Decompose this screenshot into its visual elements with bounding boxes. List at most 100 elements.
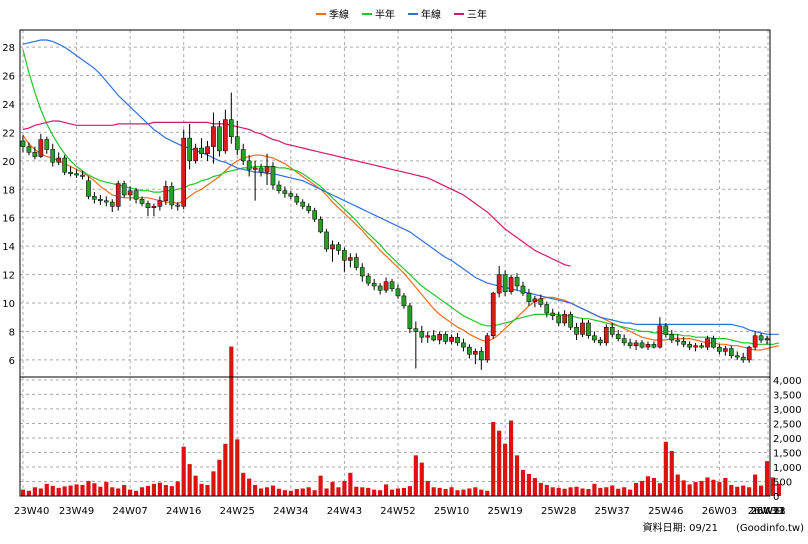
volume-bar — [747, 487, 752, 496]
volume-bar — [110, 487, 115, 496]
volume-bars — [20, 346, 782, 496]
candle-down — [187, 137, 192, 162]
price-tick-label: 24 — [2, 100, 15, 111]
candle-up — [723, 348, 728, 352]
candle-up — [181, 137, 187, 207]
volume-bar — [592, 483, 597, 496]
volume-bar — [598, 487, 603, 496]
candle-down — [615, 334, 621, 339]
week-tick-label: 24W43 — [327, 506, 362, 517]
ma-line-0 — [22, 134, 780, 351]
ma-line-1 — [22, 49, 780, 345]
candle-down — [306, 206, 312, 211]
candle-down — [246, 160, 252, 170]
candle-up — [163, 186, 169, 201]
volume-bar — [205, 484, 210, 496]
volume-bar — [264, 487, 270, 496]
volume-bar — [467, 488, 472, 496]
volume-bar — [419, 462, 424, 496]
volume-bar — [354, 486, 359, 496]
candle-down — [651, 344, 657, 348]
volume-bar — [336, 487, 341, 496]
ma-line-2 — [22, 39, 779, 335]
candle-down — [258, 167, 264, 173]
candle-down — [240, 149, 246, 162]
volume-bar — [38, 488, 43, 496]
volume-tick-label: 3,000 — [773, 405, 802, 416]
volume-bar — [169, 486, 174, 496]
candle-up — [496, 274, 502, 294]
candle-down — [365, 275, 371, 284]
volume-bar — [568, 487, 573, 496]
volume-bar — [520, 469, 526, 496]
volume-bar — [50, 485, 55, 496]
candle-down — [318, 218, 323, 233]
volume-bar — [610, 485, 615, 496]
volume-bar — [491, 421, 496, 496]
candle-down — [663, 325, 669, 335]
volume-bar — [431, 487, 436, 496]
candle-down — [419, 331, 425, 338]
candle-down — [711, 338, 716, 348]
candle-down — [461, 342, 466, 348]
volume-bar — [741, 485, 746, 496]
candle-down — [639, 342, 645, 348]
volume-bar — [503, 443, 508, 496]
volume-bar — [372, 489, 377, 496]
volume-bar — [318, 475, 323, 496]
volume-bar — [270, 485, 276, 496]
candle-down — [169, 186, 175, 206]
candle-up — [211, 126, 216, 147]
volume-bar — [324, 488, 329, 496]
volume-bar — [717, 482, 722, 496]
volume-bar — [633, 482, 639, 496]
volume-bar — [20, 489, 26, 496]
candle-down — [413, 328, 419, 332]
price-tick-label: 12 — [2, 271, 15, 282]
volume-bar — [342, 480, 347, 496]
volume-bar — [258, 488, 264, 496]
volume-panel-frame — [19, 376, 771, 497]
volume-bar — [306, 487, 311, 496]
volume-bar — [764, 461, 770, 496]
volume-bar — [401, 487, 407, 496]
volume-bar — [604, 487, 609, 496]
candle-down — [133, 190, 139, 200]
price-tick-label: 26 — [2, 72, 15, 83]
volume-grid — [20, 377, 770, 496]
volume-bar — [669, 451, 674, 496]
candle-down — [544, 304, 550, 314]
volume-bar — [616, 488, 621, 496]
candle-down — [359, 267, 365, 277]
candle-down — [139, 198, 145, 204]
week-tick-label: 23W49 — [59, 506, 94, 517]
volume-tick-label: 2,500 — [773, 419, 802, 430]
volume-bar — [389, 489, 395, 496]
candle-up — [449, 336, 454, 342]
candle-up — [151, 206, 157, 209]
candle-down — [336, 244, 341, 251]
candle-up — [484, 335, 490, 361]
candle-up — [562, 314, 567, 324]
candle-down — [627, 342, 633, 346]
candle-down — [377, 285, 383, 291]
volume-bar — [288, 490, 293, 496]
candle-up — [746, 346, 752, 361]
volume-bar — [729, 484, 734, 496]
moving-average-lines — [22, 39, 780, 351]
data-date-label: 資料日期: 09/21 — [643, 521, 718, 534]
price-tick-label: 22 — [2, 128, 15, 139]
candle-up — [56, 157, 62, 163]
legend: 季線 半年 年線 三年 — [316, 8, 487, 21]
candle-down — [598, 339, 603, 344]
candle-down — [26, 146, 32, 153]
candle-down — [98, 198, 103, 201]
volume-bar — [211, 471, 216, 496]
volume-bar — [735, 486, 740, 496]
price-tick-label: 10 — [2, 299, 15, 310]
candle-up — [330, 244, 335, 250]
volume-bar — [217, 459, 222, 496]
legend-label-1: 半年 — [375, 8, 395, 21]
volume-axis: 0 500 1,000 1,500 2,000 2,500 3,000 3,500 4,000 — [773, 376, 802, 503]
volume-tick-label: 0 — [773, 492, 779, 503]
